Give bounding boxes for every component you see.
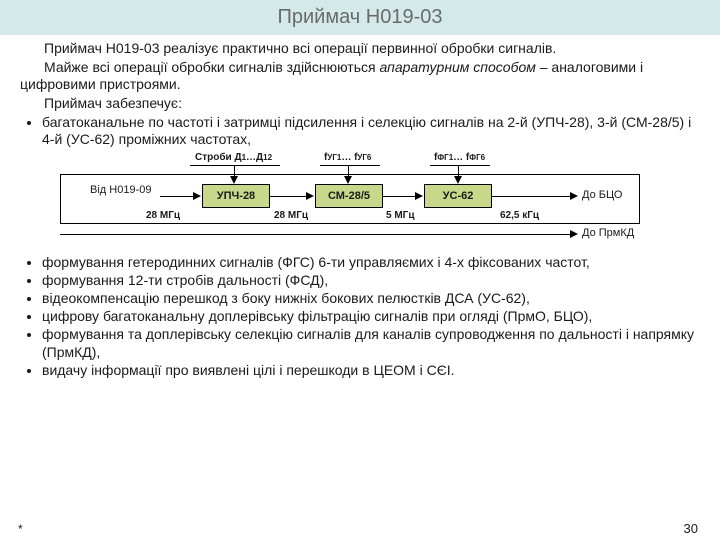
list-item: видачу інформації про виявлені цілі і пе… — [42, 362, 700, 379]
p2-part-a: Майже всі операції обробки сигналів здій… — [44, 59, 379, 75]
p2-emphasis: апаратурним способом — [379, 59, 535, 75]
page-number: 30 — [684, 521, 698, 536]
seg-bottom — [60, 234, 572, 235]
page-title: Приймач Н019-03 — [0, 0, 720, 35]
list-item: цифрову багатоканальну доплерівську філь… — [42, 308, 700, 325]
label-out2: До ПрмКД — [582, 227, 634, 239]
label-ffg: fФГ1… fФГ6 — [434, 152, 485, 163]
list-item: відеокомпенсацію перешкод з боку нижніх … — [42, 290, 700, 307]
block-diagram: Строби Д1…Д12 fУГ1… fУГ6 fФГ1… fФГ6 Від … — [30, 152, 690, 248]
list-item: формування гетеродинних сигналів (ФГС) 6… — [42, 254, 700, 271]
list-item: багатоканальне по частоті і затримці під… — [42, 114, 700, 148]
bottom-bullet-list: формування гетеродинних сигналів (ФГС) 6… — [20, 254, 700, 379]
paragraph-3: Приймач забезпечує: — [20, 95, 700, 113]
footer-marker: * — [18, 522, 23, 536]
list-item: формування та доплерівську селекцію сигн… — [42, 326, 700, 360]
top-bullet-list: багатоканальне по частоті і затримці під… — [20, 114, 700, 148]
rule-strobes — [190, 165, 280, 166]
label-strobes: Строби Д1…Д12 — [195, 152, 272, 163]
list-item: формування 12-ти стробів дальності (ФСД)… — [42, 272, 700, 289]
diagram-frame — [60, 174, 640, 224]
rule-fug — [320, 165, 380, 166]
paragraph-1: Приймач Н019-03 реалізує практично всі о… — [20, 40, 700, 58]
paragraph-2: Майже всі операції обробки сигналів здій… — [20, 59, 700, 94]
arrow-r-bottom — [570, 230, 578, 238]
content-area: Приймач Н019-03 реалізує практично всі о… — [0, 35, 720, 379]
label-fug: fУГ1… fУГ6 — [324, 152, 371, 163]
rule-ffg — [430, 165, 490, 166]
